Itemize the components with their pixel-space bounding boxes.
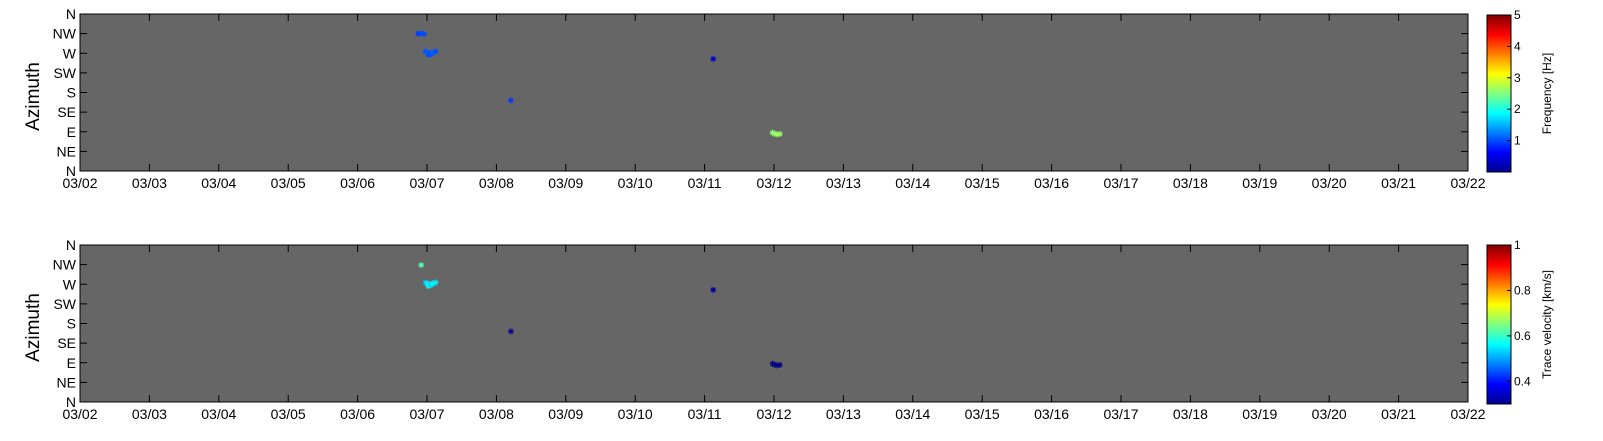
- x-tick-label: 03/19: [1242, 406, 1277, 422]
- data-point: [507, 97, 514, 104]
- x-tick-label: 03/03: [132, 175, 167, 191]
- x-tick-label: 03/04: [201, 406, 236, 422]
- y-tick-label: SW: [53, 296, 76, 312]
- data-point: [418, 262, 425, 269]
- y-tick-label: NE: [57, 143, 76, 159]
- colorbar-tick-label: 5: [1514, 8, 1521, 22]
- x-tick-label: 03/07: [409, 175, 444, 191]
- y-tick-label: N: [66, 163, 76, 179]
- panel-top: 03/02 03/03 03/04 03/05 03/06 03/07 03/08 03/09…: [23, 6, 1554, 191]
- x-tick-label: 03/09: [548, 406, 583, 422]
- x-tick-label: 03/08: [479, 406, 514, 422]
- x-tick-label: 03/02: [62, 175, 97, 191]
- data-point: [710, 286, 717, 293]
- y-tick-label: SE: [57, 335, 76, 351]
- x-tick-label: 03/15: [965, 175, 1000, 191]
- data-point: [710, 55, 717, 62]
- colorbar: [1486, 14, 1512, 173]
- x-tick-label: 03/06: [340, 406, 375, 422]
- x-tick-label: 03/13: [826, 175, 861, 191]
- data-point: [507, 328, 514, 335]
- colorbar-title: Frequency [Hz]: [1540, 53, 1554, 134]
- x-tick-label: 03/11: [688, 175, 722, 191]
- plot-area: [79, 244, 1469, 403]
- x-tick-label: 03/09: [548, 175, 583, 191]
- x-tick-label: 03/06: [340, 175, 375, 191]
- y-tick-label: E: [67, 355, 76, 371]
- x-tick-label: 03/16: [1034, 175, 1069, 191]
- x-tick-label: 03/20: [1312, 175, 1347, 191]
- y-tick-label: S: [67, 316, 76, 332]
- y-tick-label: W: [63, 45, 77, 61]
- colorbar-tick-label: 0.8: [1514, 283, 1531, 297]
- colorbar: [1486, 244, 1512, 405]
- y-tick-label: SE: [57, 104, 76, 120]
- x-tick-label: 03/14: [895, 175, 930, 191]
- x-tick-label: 03/18: [1173, 175, 1208, 191]
- y-tick-label: SW: [53, 65, 76, 81]
- y-tick-label: NW: [53, 26, 77, 42]
- x-tick-label: 03/17: [1103, 175, 1138, 191]
- x-tick-label: 03/12: [756, 175, 791, 191]
- colorbar-tick-label: 3: [1514, 71, 1521, 85]
- x-tick-label: 03/13: [826, 406, 861, 422]
- x-tick-label: 03/12: [756, 406, 791, 422]
- x-tick-label: 03/17: [1103, 406, 1138, 422]
- y-tick-label: W: [63, 276, 77, 292]
- x-tick-label: 03/05: [271, 406, 306, 422]
- x-tick-label: 03/07: [409, 406, 444, 422]
- plot-area: [79, 13, 1469, 172]
- y-tick-label: N: [66, 237, 76, 253]
- x-tick-label: 03/16: [1034, 406, 1069, 422]
- y-axis-title: Azimuth: [23, 62, 44, 131]
- x-tick-label: 03/21: [1381, 175, 1416, 191]
- x-tick-label: 03/02: [62, 406, 97, 422]
- x-tick-label: 03/11: [688, 406, 722, 422]
- data-point: [432, 279, 439, 286]
- x-tick-label: 03/21: [1381, 406, 1416, 422]
- y-tick-label: N: [66, 394, 76, 410]
- y-tick-label: NW: [53, 257, 77, 273]
- data-point: [776, 130, 783, 137]
- colorbar-tick-label: 0.4: [1514, 374, 1531, 388]
- x-tick-label: 03/14: [895, 406, 930, 422]
- data-point: [421, 31, 428, 38]
- y-tick-label: E: [67, 124, 76, 140]
- x-tick-label: 03/08: [479, 175, 514, 191]
- y-tick-label: N: [66, 6, 76, 22]
- x-tick-label: 03/20: [1312, 406, 1347, 422]
- x-tick-label: 03/15: [965, 406, 1000, 422]
- x-tick-label: 03/19: [1242, 175, 1277, 191]
- x-tick-label: 03/04: [201, 175, 236, 191]
- colorbar-tick-label: 4: [1514, 39, 1521, 53]
- colorbar-tick-label: 1: [1514, 134, 1521, 148]
- colorbar-title: Trace velocity [km/s]: [1540, 270, 1554, 379]
- x-tick-label: 03/10: [618, 175, 653, 191]
- x-tick-label: 03/22: [1450, 406, 1485, 422]
- x-tick-label: 03/18: [1173, 406, 1208, 422]
- y-axis-title: Azimuth: [23, 293, 44, 362]
- colorbar-tick-label: 1: [1514, 238, 1521, 252]
- y-tick-label: S: [67, 85, 76, 101]
- data-point: [776, 361, 783, 368]
- x-tick-label: 03/22: [1450, 175, 1485, 191]
- x-tick-label: 03/03: [132, 406, 167, 422]
- y-tick-label: NE: [57, 374, 76, 390]
- colorbar-tick-label: 2: [1514, 102, 1521, 116]
- colorbar-tick-label: 0.6: [1514, 329, 1531, 343]
- x-tick-label: 03/05: [271, 175, 306, 191]
- data-point: [432, 48, 439, 55]
- panel-bottom: 03/02 03/03 03/04 03/05 03/06 03/07 03/08 03/09…: [23, 237, 1554, 422]
- x-tick-label: 03/10: [618, 406, 653, 422]
